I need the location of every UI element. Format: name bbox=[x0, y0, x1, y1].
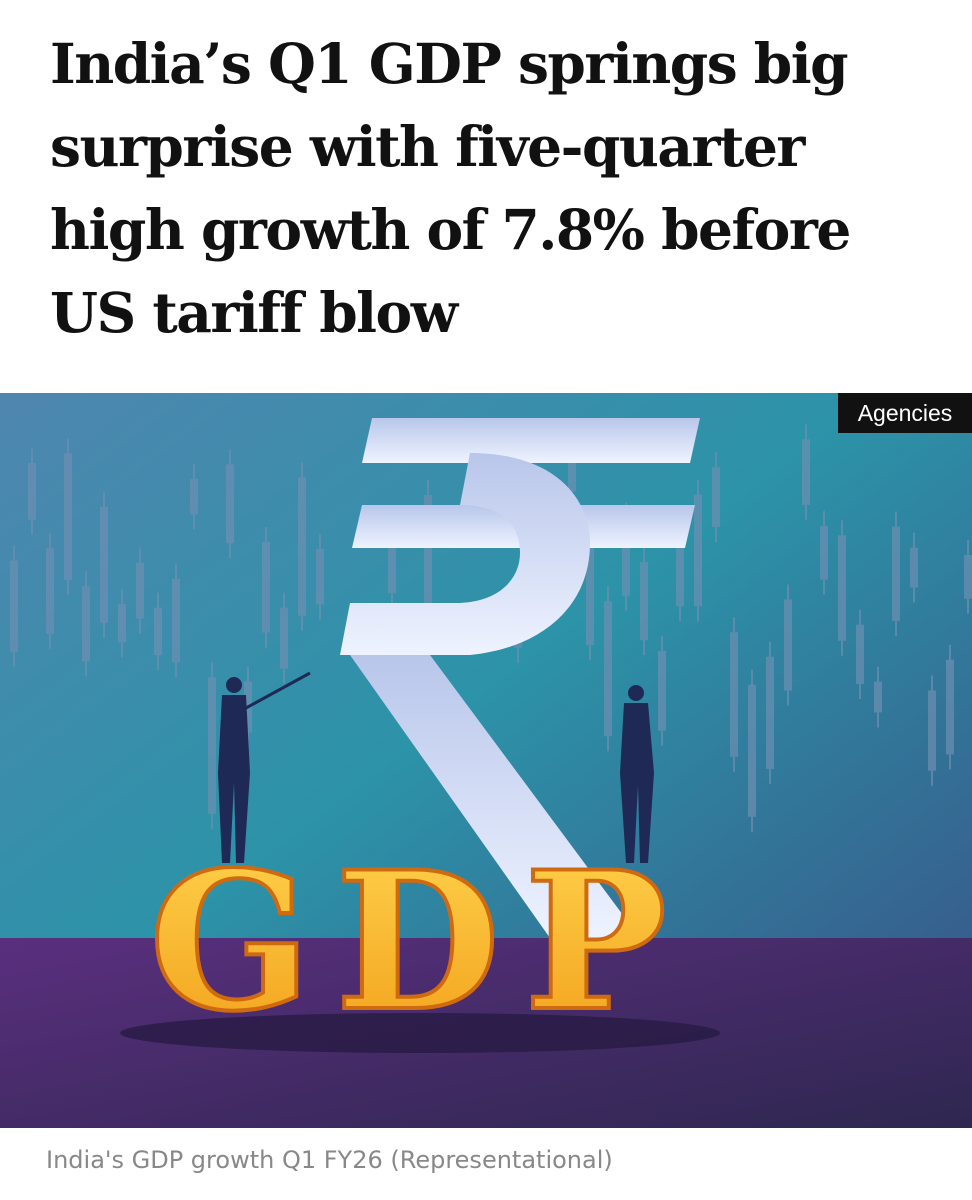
candle bbox=[28, 463, 36, 520]
candle bbox=[712, 467, 720, 528]
candle bbox=[64, 453, 72, 581]
candle bbox=[748, 684, 756, 817]
candle bbox=[946, 659, 954, 755]
candle bbox=[640, 561, 648, 641]
candle bbox=[694, 494, 702, 607]
candle bbox=[658, 650, 666, 731]
candle bbox=[208, 677, 216, 814]
headline-line: US tariff blow bbox=[50, 280, 458, 345]
candle bbox=[910, 547, 918, 588]
candle bbox=[874, 681, 882, 713]
candle bbox=[766, 656, 774, 769]
candle bbox=[262, 542, 270, 633]
figure-left bbox=[218, 671, 311, 863]
candlesticks bbox=[10, 424, 972, 832]
gdp-letters: GDP bbox=[149, 830, 691, 1053]
rupee-symbol bbox=[340, 418, 700, 938]
candle bbox=[586, 540, 594, 646]
candle bbox=[136, 562, 144, 619]
candle bbox=[604, 601, 612, 737]
candle bbox=[622, 517, 630, 596]
headline-line: surprise with five-quarter bbox=[50, 114, 805, 179]
image-credit: Agencies bbox=[838, 393, 972, 433]
candle bbox=[424, 495, 432, 623]
candle bbox=[226, 464, 234, 544]
candle bbox=[928, 690, 936, 771]
candle bbox=[964, 554, 972, 599]
candle bbox=[676, 547, 684, 607]
candle bbox=[10, 560, 18, 653]
shadow bbox=[120, 1013, 720, 1053]
candle bbox=[82, 586, 90, 662]
candle bbox=[730, 632, 738, 757]
candle bbox=[298, 477, 306, 616]
candle bbox=[100, 506, 108, 623]
candle bbox=[388, 524, 396, 593]
candle bbox=[838, 535, 846, 641]
candle bbox=[172, 578, 180, 663]
candle bbox=[820, 525, 828, 580]
headline-line: high growth of 7.8% before bbox=[50, 197, 851, 262]
headline: India’s Q1 GDP springs big surprise with… bbox=[50, 22, 851, 354]
article-image[interactable]: GDP bbox=[0, 393, 972, 1128]
candle bbox=[190, 478, 198, 515]
candle bbox=[892, 526, 900, 621]
candle bbox=[802, 439, 810, 505]
figure-right bbox=[620, 685, 654, 863]
candle bbox=[46, 548, 54, 634]
candle bbox=[280, 607, 288, 669]
headline-line: India’s Q1 GDP springs big bbox=[50, 31, 849, 96]
candle bbox=[154, 607, 162, 656]
candle bbox=[118, 603, 126, 643]
candle bbox=[568, 456, 576, 492]
image-caption: India's GDP growth Q1 FY26 (Representati… bbox=[46, 1146, 613, 1174]
candle bbox=[856, 624, 864, 685]
candle bbox=[784, 599, 792, 691]
candle bbox=[316, 548, 324, 605]
